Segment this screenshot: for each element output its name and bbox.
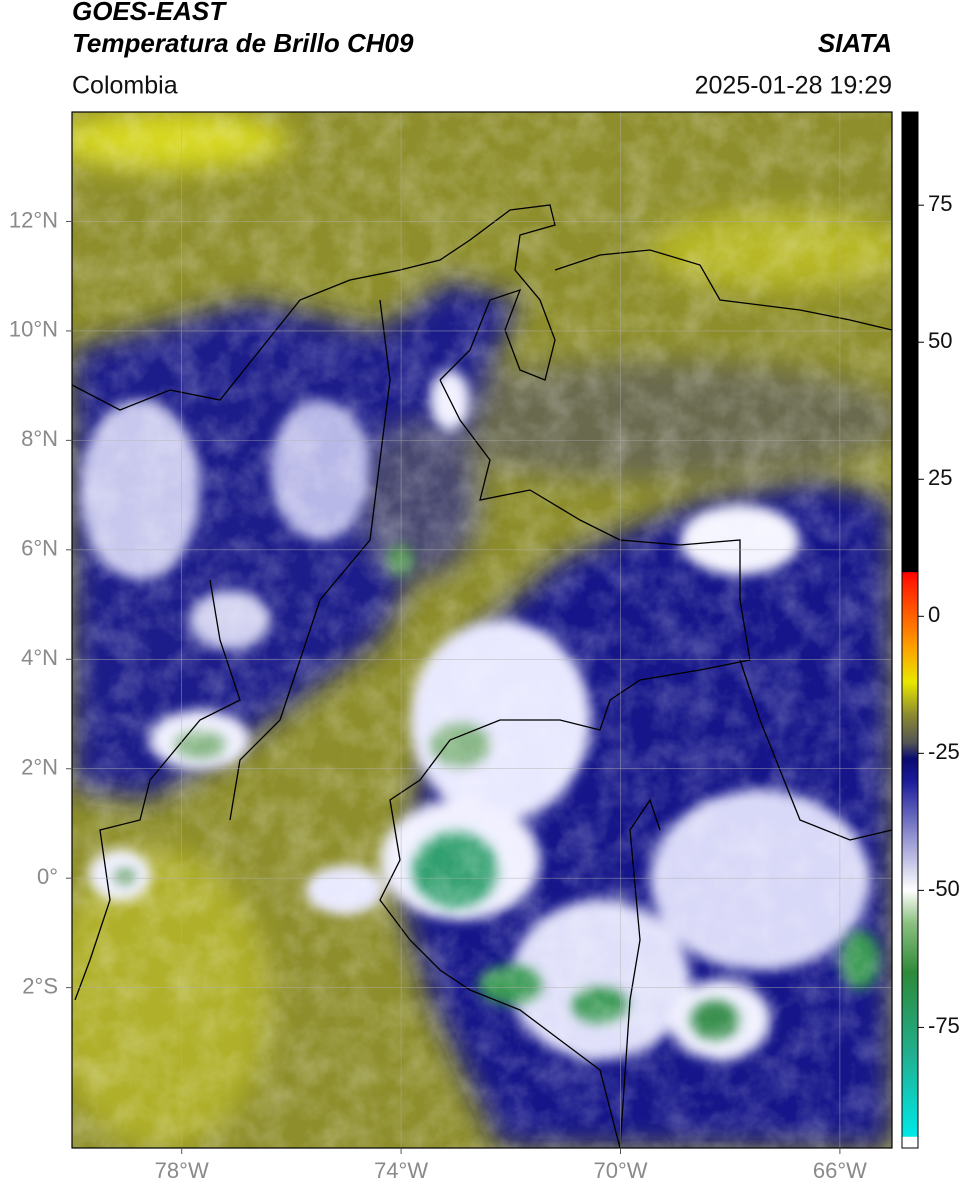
colorbar (901, 111, 919, 1149)
x-tick-label: 74°W (374, 1158, 428, 1183)
y-tick-label: 2°N (21, 755, 58, 780)
subtitle: Temperatura de Brillo CH09 (72, 28, 414, 58)
source: SIATA (818, 28, 892, 58)
map-frame (71, 111, 893, 1149)
y-tick-label: 0° (37, 864, 58, 889)
colorbar-tick-label: 25 (928, 465, 952, 490)
x-tick-label: 78°W (155, 1158, 209, 1183)
y-tick-label: 10°N (9, 317, 58, 342)
colorbar-tick-label: -25 (928, 739, 960, 764)
colorbar-tick-label: 75 (928, 191, 952, 216)
x-tick-label: 66°W (813, 1158, 867, 1183)
colorbar-tick-label: -50 (928, 876, 960, 901)
y-tick-label: 8°N (21, 426, 58, 451)
y-tick-label: 2°S (22, 973, 58, 998)
colorbar-tick-label: 0 (928, 602, 940, 627)
region: Colombia (72, 72, 178, 100)
title: GOES-EAST (72, 0, 227, 26)
y-tick-label: 12°N (9, 207, 58, 232)
colorbar-tick-label: 50 (928, 328, 952, 353)
x-tick-label: 70°W (593, 1158, 647, 1183)
colorbar-tick-label: -75 (928, 1013, 960, 1038)
y-tick-label: 4°N (21, 645, 58, 670)
y-tick-label: 6°N (21, 536, 58, 561)
borders (72, 204, 892, 1148)
satellite-image (72, 112, 892, 1148)
datetime: 2025-01-28 19:29 (695, 72, 892, 100)
